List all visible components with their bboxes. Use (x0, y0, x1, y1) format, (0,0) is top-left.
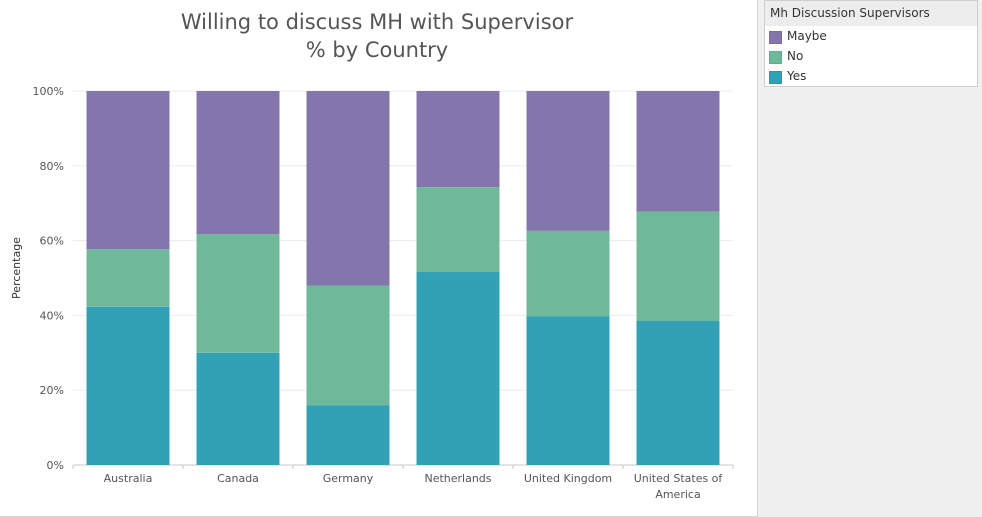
x-tick-label: United States of (634, 472, 724, 485)
chart-title: Willing to discuss MH with Supervisor (181, 10, 574, 34)
legend-item-maybe[interactable]: Maybe (769, 29, 969, 46)
bar-segment-maybe[interactable] (636, 91, 720, 212)
legend-panel: Mh Discussion Supervisors Maybe No Yes (757, 0, 982, 517)
bar-segment-yes[interactable] (416, 272, 500, 465)
bar-segment-maybe[interactable] (86, 91, 170, 250)
bar-segment-maybe[interactable] (416, 91, 500, 188)
bar-segment-no[interactable] (306, 285, 390, 406)
bar-segment-maybe[interactable] (306, 91, 390, 286)
bar-segment-no[interactable] (636, 211, 720, 322)
stacked-bar-chart: Willing to discuss MH with Supervisor % … (10, 10, 734, 501)
x-axis-ticks: Australia Canada Germany Netherlands United … (72, 465, 734, 501)
bar-segment-yes[interactable] (306, 405, 390, 465)
legend-label-maybe: Maybe (787, 29, 827, 43)
legend-swatch-no (769, 51, 782, 64)
bar-segment-no[interactable] (86, 249, 170, 307)
chart-area: Willing to discuss MH with Supervisor % … (0, 10, 757, 517)
x-tick-label: Australia (104, 472, 153, 485)
legend-swatch-yes (769, 71, 782, 84)
legend-label-yes: Yes (787, 69, 807, 83)
legend-label-no: No (787, 49, 804, 63)
y-tick-label: 80% (40, 160, 64, 173)
chart-subtitle: % by Country (306, 38, 449, 62)
legend-title: Mh Discussion Supervisors (765, 1, 977, 26)
bar-segment-maybe[interactable] (196, 91, 280, 235)
y-tick-label: 0% (47, 459, 64, 472)
legend: Mh Discussion Supervisors Maybe No Yes (764, 0, 978, 87)
x-tick-label: America (655, 488, 700, 501)
legend-item-no[interactable]: No (769, 49, 969, 66)
bars (86, 91, 720, 465)
legend-item-yes[interactable]: Yes (769, 69, 969, 86)
y-tick-label: 60% (40, 235, 64, 248)
bar-segment-yes[interactable] (86, 306, 170, 465)
bar-segment-no[interactable] (416, 187, 500, 273)
bar-segment-no[interactable] (526, 230, 610, 317)
y-tick-label: 20% (40, 384, 64, 397)
bar-segment-no[interactable] (196, 234, 280, 353)
bar-segment-maybe[interactable] (526, 91, 610, 231)
bar-segment-yes[interactable] (196, 352, 280, 465)
y-axis-ticks: 0% 20% 40% 60% 80% 100% (33, 85, 64, 472)
legend-swatch-maybe (769, 31, 782, 44)
bar-segment-yes[interactable] (526, 316, 610, 465)
x-tick-label: United Kingdom (524, 472, 612, 485)
x-tick-label: Germany (323, 472, 374, 485)
bar-segment-yes[interactable] (636, 321, 720, 465)
y-tick-label: 40% (40, 309, 64, 322)
x-tick-label: Canada (217, 472, 259, 485)
gridlines (73, 90, 733, 466)
y-tick-label: 100% (33, 85, 64, 98)
x-tick-label: Netherlands (424, 472, 491, 485)
y-axis-label: Percentage (10, 237, 23, 299)
